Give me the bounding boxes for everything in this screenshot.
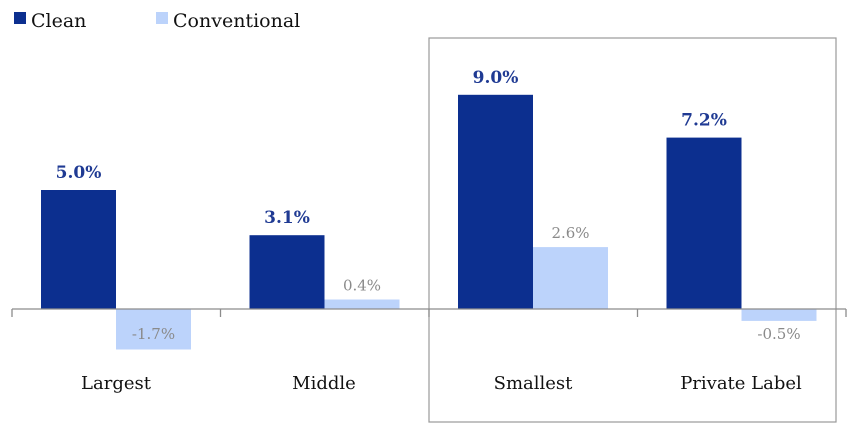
- legend-swatch-clean: [14, 12, 26, 24]
- legend-swatch-conventional: [156, 12, 168, 24]
- x-axis: [11, 308, 847, 317]
- value-label-clean-private-label: 7.2%: [681, 111, 727, 131]
- legend-label-conventional: Conventional: [173, 10, 300, 32]
- value-labels: 5.0% -1.7% 3.1% 0.4% 9.0% 2.6% 7.2% -0.5%: [56, 68, 801, 343]
- value-label-clean-smallest: 9.0%: [473, 68, 519, 88]
- value-label-conventional-largest: -1.7%: [132, 325, 175, 343]
- bar-conventional-private-label: [741, 309, 817, 321]
- category-labels: Largest Middle Smallest Private Label: [81, 373, 802, 394]
- bar-clean-largest: [41, 190, 116, 309]
- bar-clean-smallest: [458, 94, 533, 309]
- bar-clean-private-label: [666, 137, 742, 309]
- value-label-clean-largest: 5.0%: [56, 163, 102, 183]
- legend: Clean Conventional: [14, 10, 300, 32]
- highlight-box: [428, 37, 837, 423]
- legend-label-clean: Clean: [31, 10, 86, 32]
- value-label-conventional-private-label: -0.5%: [757, 325, 800, 343]
- value-label-conventional-middle: 0.4%: [343, 277, 381, 295]
- bar-conventional-largest: [116, 309, 191, 350]
- category-label-largest: Largest: [81, 373, 152, 394]
- bar-clean-middle: [249, 235, 325, 309]
- bar-conventional-middle: [324, 299, 400, 309]
- value-label-conventional-smallest: 2.6%: [551, 224, 589, 242]
- category-label-middle: Middle: [292, 373, 356, 394]
- value-label-clean-middle: 3.1%: [264, 208, 310, 228]
- bars: [41, 94, 817, 350]
- category-label-private-label: Private Label: [680, 373, 802, 394]
- category-label-smallest: Smallest: [494, 373, 574, 394]
- bar-conventional-smallest: [533, 247, 608, 309]
